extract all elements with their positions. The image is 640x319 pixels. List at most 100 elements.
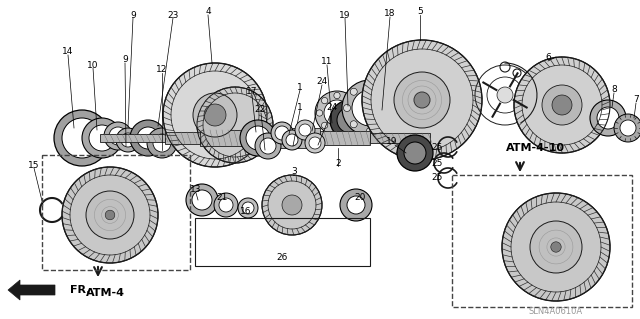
Text: 1: 1 — [297, 102, 303, 112]
Bar — [195, 218, 370, 266]
Bar — [100, 134, 165, 142]
Bar — [452, 175, 632, 307]
Text: 5: 5 — [417, 8, 423, 17]
Text: 3: 3 — [291, 167, 297, 176]
Circle shape — [262, 175, 322, 235]
Circle shape — [192, 190, 212, 210]
Circle shape — [620, 120, 636, 136]
Circle shape — [286, 134, 298, 146]
Bar — [165, 132, 200, 144]
Text: 19: 19 — [387, 137, 397, 146]
Circle shape — [367, 81, 374, 88]
Circle shape — [163, 63, 267, 167]
Text: 1: 1 — [297, 83, 303, 92]
Text: 13: 13 — [190, 186, 202, 195]
Text: 19: 19 — [339, 11, 351, 19]
Circle shape — [551, 242, 561, 252]
Text: 9: 9 — [130, 11, 136, 19]
Text: 17: 17 — [246, 87, 258, 97]
Circle shape — [197, 87, 273, 163]
Text: SLN4A0610A: SLN4A0610A — [529, 308, 583, 316]
Circle shape — [282, 130, 302, 150]
Circle shape — [414, 92, 430, 108]
Circle shape — [186, 184, 218, 216]
Circle shape — [350, 88, 357, 95]
Text: 21: 21 — [216, 192, 228, 202]
Circle shape — [347, 196, 365, 214]
Circle shape — [260, 138, 276, 154]
Text: 14: 14 — [62, 48, 74, 56]
Bar — [42, 155, 190, 270]
Circle shape — [346, 98, 353, 104]
Circle shape — [86, 191, 134, 239]
Text: ATM-4: ATM-4 — [86, 288, 125, 298]
Circle shape — [334, 127, 340, 134]
Bar — [370, 133, 430, 143]
Circle shape — [109, 127, 127, 145]
Circle shape — [316, 110, 323, 116]
Circle shape — [497, 87, 513, 103]
Bar — [200, 130, 280, 146]
Circle shape — [275, 126, 289, 140]
Circle shape — [394, 72, 450, 128]
Circle shape — [204, 104, 226, 126]
Circle shape — [590, 100, 626, 136]
Text: 20: 20 — [355, 192, 365, 202]
Circle shape — [295, 120, 315, 140]
Circle shape — [352, 90, 388, 126]
Circle shape — [62, 167, 158, 263]
Circle shape — [105, 210, 115, 220]
Circle shape — [238, 198, 258, 218]
Text: 16: 16 — [240, 207, 252, 217]
Text: 6: 6 — [545, 54, 551, 63]
Circle shape — [346, 122, 353, 129]
Circle shape — [367, 128, 374, 135]
Circle shape — [514, 57, 610, 153]
Circle shape — [362, 40, 482, 160]
Circle shape — [305, 133, 325, 153]
Text: 7: 7 — [633, 95, 639, 105]
Circle shape — [530, 221, 582, 273]
Text: 25: 25 — [431, 143, 443, 152]
Circle shape — [104, 122, 132, 150]
Circle shape — [321, 98, 328, 104]
Circle shape — [153, 134, 171, 152]
Circle shape — [597, 107, 619, 129]
Circle shape — [614, 114, 640, 142]
Circle shape — [271, 122, 293, 144]
Circle shape — [344, 105, 351, 112]
Text: 11: 11 — [321, 57, 333, 66]
Circle shape — [282, 195, 302, 215]
Circle shape — [383, 121, 390, 128]
Circle shape — [116, 128, 140, 152]
Text: 23: 23 — [167, 11, 179, 19]
Circle shape — [321, 122, 328, 129]
Circle shape — [390, 105, 397, 112]
Circle shape — [240, 120, 276, 156]
Text: 24: 24 — [326, 103, 338, 113]
Circle shape — [62, 118, 102, 158]
Circle shape — [330, 100, 370, 140]
Circle shape — [193, 93, 237, 137]
Circle shape — [121, 133, 135, 147]
Circle shape — [299, 124, 311, 136]
Circle shape — [542, 85, 582, 125]
Text: 4: 4 — [205, 8, 211, 17]
Circle shape — [147, 128, 177, 158]
Circle shape — [340, 189, 372, 221]
Circle shape — [351, 110, 358, 116]
Circle shape — [502, 193, 610, 301]
Bar — [320, 131, 370, 145]
Text: 8: 8 — [611, 85, 617, 94]
Circle shape — [342, 80, 398, 136]
Circle shape — [334, 92, 340, 99]
Circle shape — [397, 135, 433, 171]
Text: 25: 25 — [431, 174, 443, 182]
Text: ATM-4-10: ATM-4-10 — [506, 143, 564, 153]
Text: 22: 22 — [254, 106, 266, 115]
Circle shape — [219, 198, 233, 212]
Circle shape — [324, 100, 350, 126]
Polygon shape — [8, 280, 55, 300]
Circle shape — [89, 125, 115, 151]
Circle shape — [337, 107, 363, 133]
